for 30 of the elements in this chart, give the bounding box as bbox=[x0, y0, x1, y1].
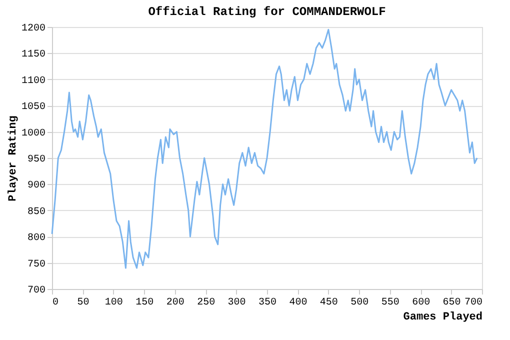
x-tick-label: 400 bbox=[289, 298, 308, 308]
x-tick-label: 450 bbox=[320, 298, 338, 308]
x-tick-label: 350 bbox=[258, 298, 277, 308]
x-tick-label: 550 bbox=[381, 298, 400, 308]
x-axis-title: Games Played bbox=[403, 312, 482, 324]
line-series bbox=[51, 28, 478, 269]
y-tick-label: 700 bbox=[27, 286, 46, 296]
y-tick-label: 1050 bbox=[21, 102, 46, 114]
x-tick-label: 50 bbox=[77, 298, 90, 308]
y-axis-title: Player Rating bbox=[7, 116, 20, 202]
x-tick-label: 500 bbox=[350, 298, 369, 308]
y-tick-label: 850 bbox=[27, 206, 46, 218]
y-tick-label: 1000 bbox=[21, 128, 46, 140]
x-tick-label: 650 bbox=[442, 298, 461, 308]
x-tick-label: 250 bbox=[197, 298, 216, 308]
y-tick-label: 750 bbox=[27, 259, 46, 270]
x-tick-label: 100 bbox=[104, 298, 123, 308]
y-tick-label: 1200 bbox=[21, 24, 46, 34]
x-tick-label: 700 bbox=[464, 298, 482, 308]
x-tick-label: 200 bbox=[166, 298, 184, 308]
y-tick-label: 900 bbox=[27, 180, 46, 192]
chart-title: Official Rating for COMMANDERWOLF bbox=[148, 5, 386, 19]
y-tick-label: 1100 bbox=[21, 76, 46, 87]
x-tick-label: 300 bbox=[228, 298, 246, 308]
y-tick-label: 950 bbox=[27, 154, 46, 166]
x-tick-label: 150 bbox=[136, 298, 154, 308]
y-tick-label: 1150 bbox=[21, 50, 46, 61]
y-tick-label: 800 bbox=[27, 233, 46, 244]
x-tick-label: 0 bbox=[52, 298, 59, 308]
x-tick-label: 600 bbox=[412, 298, 430, 308]
